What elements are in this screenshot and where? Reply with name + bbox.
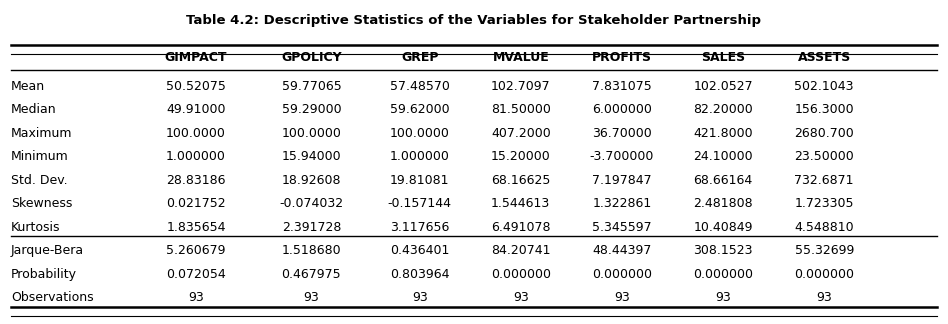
Text: 5.260679: 5.260679 xyxy=(166,244,226,257)
Text: 23.50000: 23.50000 xyxy=(794,150,854,163)
Text: 57.48570: 57.48570 xyxy=(390,80,449,93)
Text: 0.436401: 0.436401 xyxy=(390,244,449,257)
Text: Observations: Observations xyxy=(10,291,94,304)
Text: GIMPACT: GIMPACT xyxy=(165,51,228,64)
Text: 10.40849: 10.40849 xyxy=(693,221,753,234)
Text: 59.62000: 59.62000 xyxy=(390,103,449,116)
Text: 15.94000: 15.94000 xyxy=(282,150,341,163)
Text: 100.0000: 100.0000 xyxy=(390,127,449,140)
Text: GPOLICY: GPOLICY xyxy=(282,51,341,64)
Text: 0.467975: 0.467975 xyxy=(282,268,341,281)
Text: 18.92608: 18.92608 xyxy=(282,174,341,187)
Text: 0.000000: 0.000000 xyxy=(693,268,753,281)
Text: 421.8000: 421.8000 xyxy=(693,127,753,140)
Text: 1.518680: 1.518680 xyxy=(282,244,341,257)
Text: ASSETS: ASSETS xyxy=(797,51,850,64)
Text: 93: 93 xyxy=(715,291,731,304)
Text: 48.44397: 48.44397 xyxy=(592,244,651,257)
Text: Mean: Mean xyxy=(10,80,45,93)
Text: 81.50000: 81.50000 xyxy=(491,103,551,116)
Text: Probability: Probability xyxy=(10,268,77,281)
Text: Median: Median xyxy=(10,103,57,116)
Text: Maximum: Maximum xyxy=(10,127,72,140)
Text: 2680.700: 2680.700 xyxy=(794,127,854,140)
Text: 68.66164: 68.66164 xyxy=(693,174,753,187)
Text: 19.81081: 19.81081 xyxy=(390,174,449,187)
Text: 36.70000: 36.70000 xyxy=(592,127,652,140)
Text: 68.16625: 68.16625 xyxy=(491,174,551,187)
Text: 93: 93 xyxy=(513,291,529,304)
Text: 502.1043: 502.1043 xyxy=(794,80,854,93)
Text: 1.544613: 1.544613 xyxy=(491,197,551,210)
Text: 84.20741: 84.20741 xyxy=(491,244,551,257)
Text: MVALUE: MVALUE xyxy=(492,51,549,64)
Text: PROFITS: PROFITS xyxy=(592,51,652,64)
Text: 24.10000: 24.10000 xyxy=(693,150,753,163)
Text: 93: 93 xyxy=(816,291,832,304)
Text: 3.117656: 3.117656 xyxy=(390,221,449,234)
Text: 100.0000: 100.0000 xyxy=(282,127,341,140)
Text: 28.83186: 28.83186 xyxy=(166,174,226,187)
Text: 732.6871: 732.6871 xyxy=(794,174,854,187)
Text: 59.29000: 59.29000 xyxy=(282,103,341,116)
Text: 100.0000: 100.0000 xyxy=(166,127,226,140)
Text: SALES: SALES xyxy=(701,51,745,64)
Text: 0.021752: 0.021752 xyxy=(166,197,226,210)
Text: 7.831075: 7.831075 xyxy=(592,80,652,93)
Text: 5.345597: 5.345597 xyxy=(592,221,651,234)
Text: 1.835654: 1.835654 xyxy=(166,221,226,234)
Text: 308.1523: 308.1523 xyxy=(693,244,753,257)
Text: Std. Dev.: Std. Dev. xyxy=(10,174,67,187)
Text: Skewness: Skewness xyxy=(10,197,72,210)
Text: 102.0527: 102.0527 xyxy=(693,80,753,93)
Text: 49.91000: 49.91000 xyxy=(166,103,226,116)
Text: 93: 93 xyxy=(614,291,629,304)
Text: 2.481808: 2.481808 xyxy=(693,197,753,210)
Text: 6.000000: 6.000000 xyxy=(592,103,652,116)
Text: 0.000000: 0.000000 xyxy=(491,268,551,281)
Text: Minimum: Minimum xyxy=(10,150,68,163)
Text: 1.723305: 1.723305 xyxy=(794,197,854,210)
Text: 102.7097: 102.7097 xyxy=(491,80,551,93)
Text: 1.322861: 1.322861 xyxy=(592,197,651,210)
Text: Jarque-Bera: Jarque-Bera xyxy=(10,244,84,257)
Text: 0.072054: 0.072054 xyxy=(166,268,226,281)
Text: 6.491078: 6.491078 xyxy=(491,221,551,234)
Text: Kurtosis: Kurtosis xyxy=(10,221,61,234)
Text: GREP: GREP xyxy=(401,51,438,64)
Text: 59.77065: 59.77065 xyxy=(282,80,341,93)
Text: 50.52075: 50.52075 xyxy=(166,80,226,93)
Text: 93: 93 xyxy=(189,291,204,304)
Text: 0.000000: 0.000000 xyxy=(794,268,854,281)
Text: -0.157144: -0.157144 xyxy=(388,197,451,210)
Text: 1.000000: 1.000000 xyxy=(390,150,449,163)
Text: 407.2000: 407.2000 xyxy=(491,127,551,140)
Text: 55.32699: 55.32699 xyxy=(794,244,854,257)
Text: -3.700000: -3.700000 xyxy=(590,150,654,163)
Text: 156.3000: 156.3000 xyxy=(794,103,854,116)
Text: 7.197847: 7.197847 xyxy=(592,174,651,187)
Text: 15.20000: 15.20000 xyxy=(491,150,551,163)
Text: 4.548810: 4.548810 xyxy=(794,221,854,234)
Text: 1.000000: 1.000000 xyxy=(166,150,226,163)
Text: 82.20000: 82.20000 xyxy=(693,103,753,116)
Text: 0.803964: 0.803964 xyxy=(390,268,449,281)
Text: 93: 93 xyxy=(303,291,319,304)
Text: 93: 93 xyxy=(411,291,428,304)
Text: 0.000000: 0.000000 xyxy=(592,268,652,281)
Text: 2.391728: 2.391728 xyxy=(282,221,341,234)
Text: Table 4.2: Descriptive Statistics of the Variables for Stakeholder Partnership: Table 4.2: Descriptive Statistics of the… xyxy=(187,14,761,27)
Text: -0.074032: -0.074032 xyxy=(280,197,343,210)
